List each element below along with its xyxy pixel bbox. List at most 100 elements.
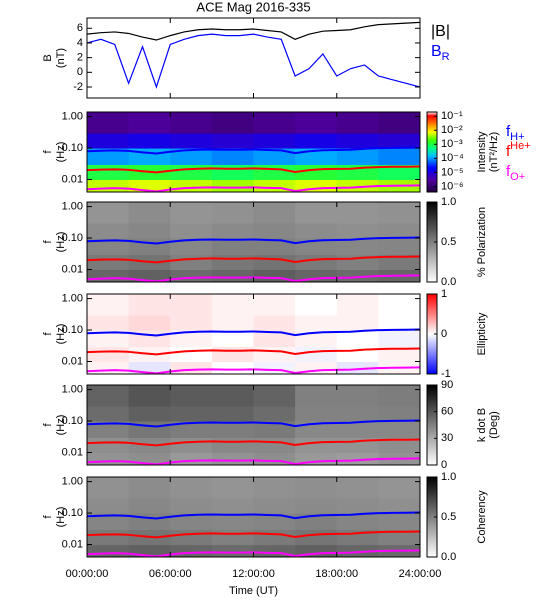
y-tick-label: -2: [73, 81, 83, 93]
ion-line: [87, 328, 420, 337]
legend-name: B: [431, 43, 442, 60]
heatmap-cell: [87, 269, 130, 282]
heatmap-cell: [336, 294, 379, 316]
y-tick-label: 6: [77, 22, 83, 34]
heatmap-cell: [336, 112, 379, 134]
heatmap-cell: [211, 254, 254, 270]
y-tick-label: 1.00: [62, 201, 83, 213]
heatmap-cell: [170, 513, 213, 530]
x-axis-label: Time (UT): [229, 585, 278, 597]
heatmap-cell: [253, 498, 296, 514]
heatmap-cell: [378, 238, 420, 255]
heatmap-cell: [170, 330, 213, 347]
heatmap-cell: [128, 223, 171, 239]
heatmap-cell: [170, 223, 213, 239]
heatmap-cell: [211, 421, 254, 438]
heatmap-cell: [87, 544, 130, 557]
heatmap-cell: [87, 238, 130, 255]
heatmap-cell: [253, 294, 296, 316]
heatmap-cell: [336, 148, 379, 165]
heatmap-cell: [253, 223, 296, 239]
heatmap-cell: [295, 112, 338, 134]
heatmap-cell: [87, 202, 130, 224]
y-tick-label: 1.00: [62, 476, 83, 488]
colorbar: [426, 384, 438, 466]
heatmap-cell: [378, 223, 420, 239]
colorbar-tick-label: 0.0: [441, 551, 456, 563]
heatmap-cell: [336, 179, 379, 192]
y-axis-label: (Hz): [55, 142, 67, 163]
heatmap-cell: [211, 148, 254, 165]
heatmap-cell: [295, 385, 338, 407]
heatmap-cell: [87, 406, 130, 422]
heatmap-cell: [87, 112, 130, 134]
heatmap-cell: [378, 385, 420, 407]
chart-title: ACE Mag 2016-335: [196, 0, 310, 14]
heatmap-cell: [211, 406, 254, 422]
heatmap-cell: [336, 223, 379, 239]
y-axis-label: (nT): [55, 48, 67, 68]
heatmap-cell: [378, 148, 420, 165]
heatmap-cell: [211, 513, 254, 530]
colorbar-label: Intensity: [476, 131, 488, 172]
heatmap-cell: [211, 385, 254, 407]
y-axis-label: (Hz): [55, 415, 67, 436]
ion-line: [87, 438, 420, 447]
heatmap-cell: [295, 164, 338, 180]
heatmap-cell: [211, 164, 254, 180]
ion-line: [87, 530, 420, 539]
plot-frame: [86, 17, 421, 99]
colorbar-tick-label: 10⁻⁵: [441, 166, 464, 178]
heatmap-cell: [295, 202, 338, 224]
heatmap-cell: [295, 498, 338, 514]
heatmap-cell: [211, 477, 254, 499]
colorbar-tick-label: 0: [441, 328, 447, 340]
heatmap-cell: [253, 133, 296, 149]
colorbar-label: k dot B: [476, 408, 488, 442]
heatmap-cell: [378, 421, 420, 438]
heatmap-cell: [87, 452, 130, 465]
heatmap-cell: [128, 406, 171, 422]
x-tick-label: 06:00:00: [149, 568, 192, 580]
y-tick-label: 0.01: [62, 355, 83, 367]
heatmap-cell: [378, 498, 420, 514]
heatmap-cell: [336, 238, 379, 255]
colorbar-tick-label: 1.0: [441, 471, 456, 483]
heatmap-cell: [378, 406, 420, 422]
heatmap-cell: [170, 133, 213, 149]
heatmap-cell: [87, 477, 130, 499]
ion-line: [87, 236, 420, 245]
heatmap-cell: [211, 112, 254, 134]
heatmap-cell: [295, 294, 338, 316]
heatmap-cell: [336, 406, 379, 422]
heatmap-cell: [170, 294, 213, 316]
colorbar-label: Ellipticity: [476, 312, 488, 355]
heatmap-cell: [170, 498, 213, 514]
y-tick-label: 0.01: [62, 446, 83, 458]
y-axis-label: f: [42, 423, 54, 427]
heatmap-cell: [295, 406, 338, 422]
x-tick-label: 00:00:00: [66, 568, 109, 580]
y-axis-label: f: [42, 515, 54, 519]
heatmap-cell: [87, 529, 130, 545]
heatmap-cell: [336, 269, 379, 282]
heatmap-cell: [170, 406, 213, 422]
colorbar-tick-label: 30: [441, 432, 453, 444]
y-axis-label: f: [42, 332, 54, 336]
heatmap-cell: [295, 223, 338, 239]
heatmap-cell: [211, 544, 254, 557]
ion-line: [87, 165, 420, 174]
heatmap-cell: [170, 452, 213, 465]
colorbar-tick-label: 0: [441, 459, 447, 471]
heatmap-cell: [170, 421, 213, 438]
legend-subscript: O+: [510, 171, 525, 183]
heatmap-cell: [170, 254, 213, 270]
heatmap-cell: [253, 385, 296, 407]
colorbar-tick-label: 0.5: [441, 236, 456, 248]
heatmap-cell: [211, 238, 254, 255]
colorbar-tick-label: 10⁻²: [441, 124, 463, 136]
colorbar: [426, 111, 438, 193]
heatmap-cell: [87, 361, 130, 374]
colorbar-tick-label: -1: [441, 368, 451, 380]
heatmap-cell: [378, 513, 420, 530]
